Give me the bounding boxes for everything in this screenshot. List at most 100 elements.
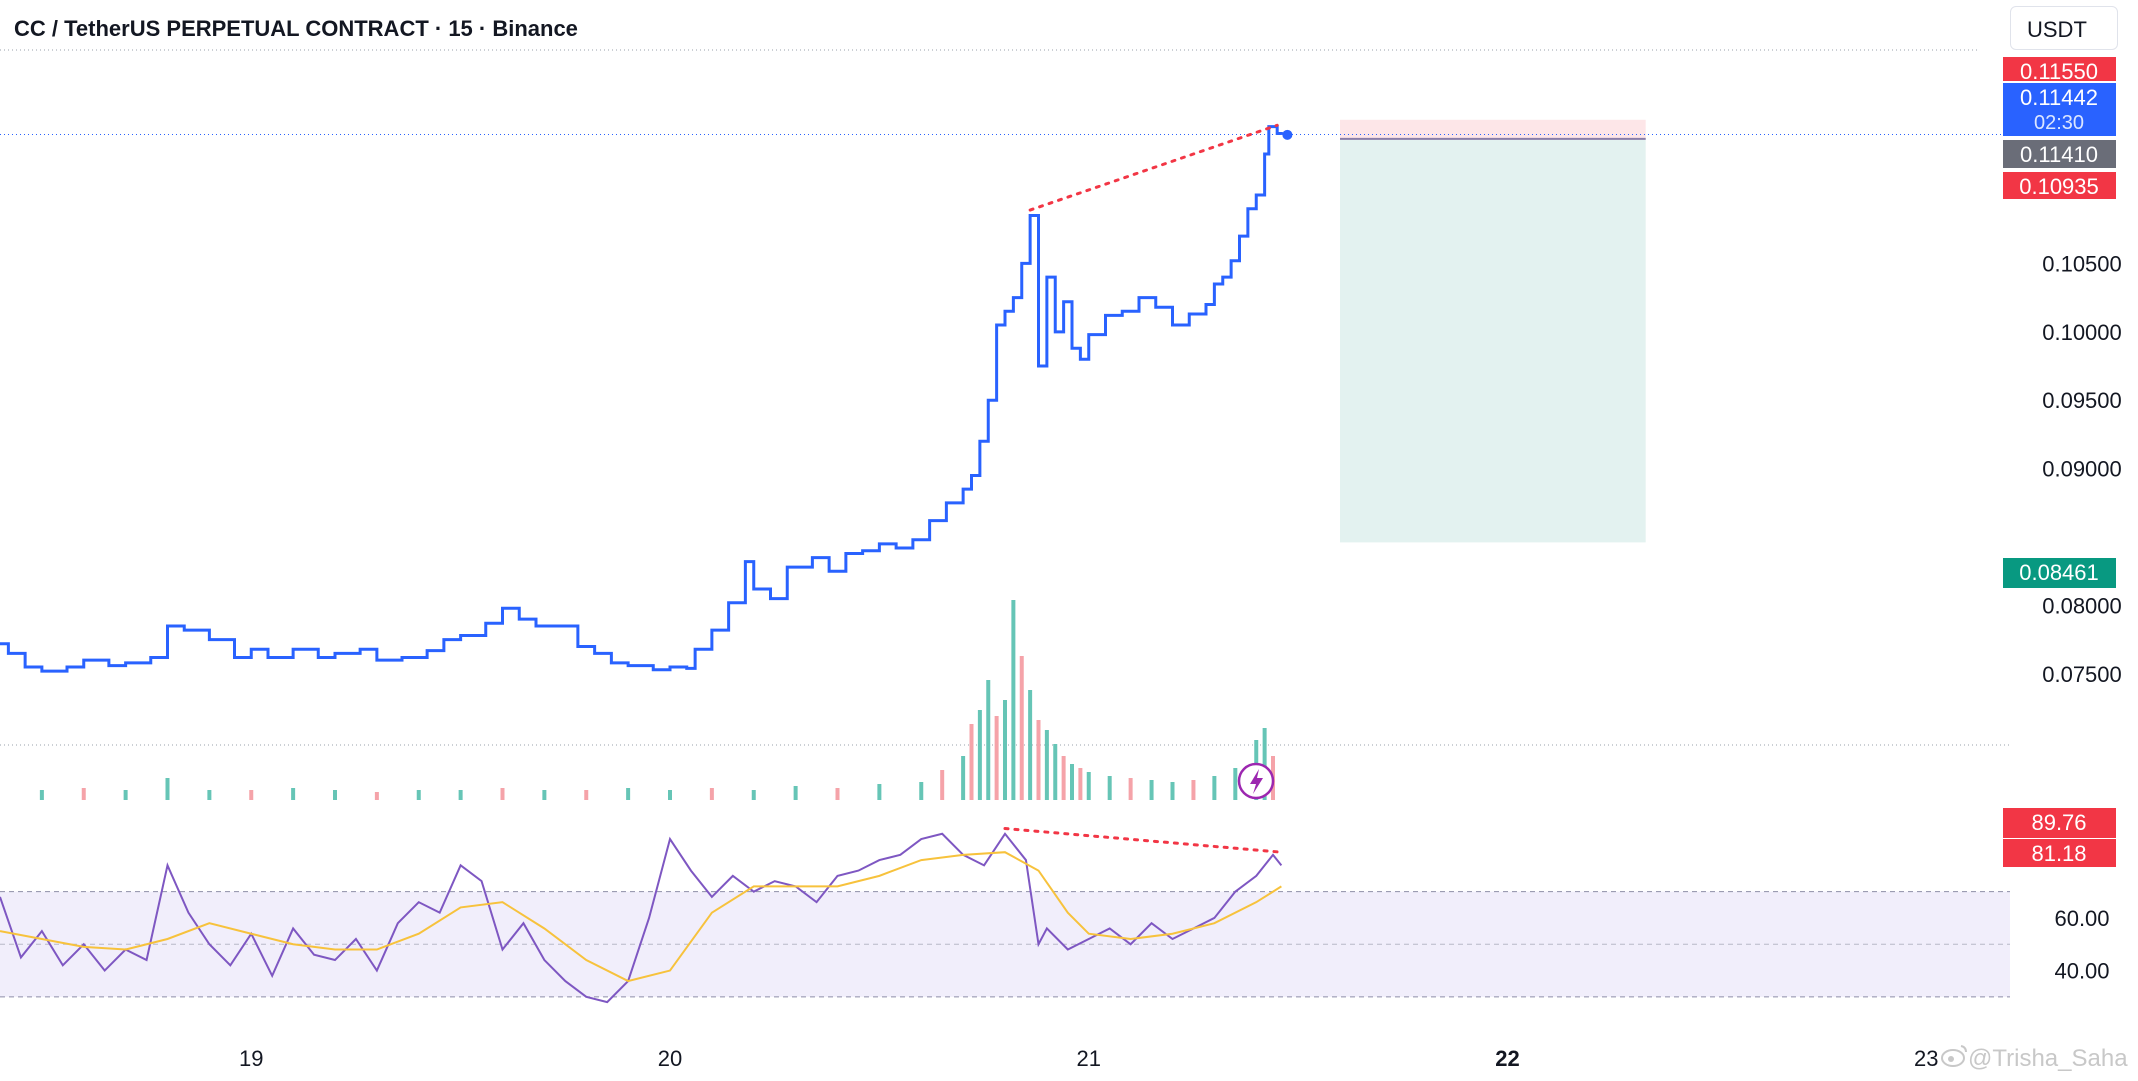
volume-bar: [793, 786, 798, 800]
volume-bar: [751, 790, 756, 800]
entry-tag-label: 0.11410: [2020, 142, 2098, 167]
stop-loss-tag-bg: [2003, 57, 2116, 81]
volume-bar: [969, 724, 974, 800]
previous-level-tag-label: 0.10935: [2019, 174, 2099, 199]
take-profit-zone: [1340, 138, 1646, 543]
volume-bar: [877, 784, 882, 800]
last-price-dot: [1282, 129, 1293, 140]
price-plot: [0, 123, 2010, 673]
volume-bar: [1061, 756, 1066, 800]
volume-bar: [994, 716, 999, 800]
rsi-divergence-line: [1003, 827, 1283, 854]
rsi-value-tag-label: 89.76: [2031, 810, 2086, 835]
volume-bar: [1053, 744, 1058, 800]
target-tag-label: 0.08461: [2019, 560, 2099, 585]
date-tick-label: 22: [1495, 1046, 1519, 1071]
volume-bar: [374, 792, 379, 800]
date-tick-label: 23: [1914, 1046, 1938, 1071]
position-tool[interactable]: [1340, 119, 1646, 543]
volume-bar: [123, 790, 128, 800]
last-price-tag-bg: [2003, 83, 2116, 136]
price-tick-label: 0.10000: [2042, 320, 2122, 345]
price-tick-label: 0.09000: [2042, 457, 2122, 482]
volume-bar: [1262, 728, 1267, 800]
volume-bar: [542, 790, 547, 800]
volume-bar: [1233, 768, 1238, 800]
volume-bar: [1028, 690, 1033, 800]
volume-bar: [1019, 656, 1024, 800]
volume-bar: [1078, 768, 1083, 800]
price-tick-label: 0.08000: [2042, 593, 2122, 618]
previous-level-tag: 0.10935: [2003, 172, 2116, 199]
volume-bar: [333, 790, 337, 800]
price-tick-label: 0.09500: [2042, 388, 2122, 413]
volume-bar: [165, 778, 170, 800]
last-price-tag-countdown: 02:30: [2034, 112, 2084, 134]
date-axis: 19 20 21 22 23: [239, 1046, 1938, 1071]
volume-bar: [961, 756, 966, 800]
date-tick-label: 19: [239, 1046, 263, 1071]
volume-bars: [39, 600, 1275, 800]
stop-loss-zone: [1340, 119, 1646, 139]
entry-tag-bg: [2003, 140, 2116, 168]
lightning-icon[interactable]: [1237, 762, 1275, 800]
volume-bar: [709, 788, 714, 800]
volume-bar: [81, 788, 86, 800]
volume-bar: [1036, 720, 1041, 800]
price-divergence-line: [1028, 123, 1279, 212]
volume-bar: [500, 788, 505, 800]
volume-bar: [668, 790, 672, 800]
price-tick-label: 0.07500: [2042, 662, 2122, 687]
rsi-tick-label: 40.00: [2054, 959, 2109, 984]
price-axis-ticks: 0.10500 0.10000 0.09500 0.09000 0.08000 0.075…: [2042, 251, 2122, 686]
date-tick-label: 21: [1077, 1046, 1101, 1071]
volume-bar: [1191, 780, 1196, 800]
volume-bar: [919, 782, 924, 800]
volume-bar: [940, 770, 945, 800]
volume-bar: [626, 788, 631, 800]
volume-bar: [1170, 782, 1175, 800]
rsi-value-tag: 89.76: [2003, 808, 2116, 838]
currency-button[interactable]: USDT: [2010, 6, 2118, 50]
stop-loss-tag: 0.11550: [2003, 57, 2116, 84]
rsi-ma-value-tag-bg: [2003, 839, 2116, 867]
entry-tag: 0.11410: [2003, 140, 2116, 168]
volume-bar: [835, 788, 840, 800]
watermark: @Trisha_Saha: [1941, 1045, 2128, 1072]
volume-bar: [1086, 772, 1091, 800]
last-price-tag-label: 0.11442: [2020, 85, 2098, 110]
price-tick-label: 0.10500: [2042, 251, 2122, 276]
rsi-pane: 60.00 40.00: [0, 827, 2110, 1004]
rsi-value-tag-bg: [2003, 808, 2116, 838]
rsi-ma-value-tag-label: 81.18: [2031, 841, 2086, 866]
volume-bar: [1212, 776, 1217, 800]
weibo-icon: [1941, 1045, 1967, 1067]
volume-bar: [1107, 776, 1112, 800]
volume-bar: [1044, 730, 1049, 800]
volume-bar: [1070, 764, 1074, 800]
volume-bar: [416, 790, 421, 800]
volume-bar: [207, 790, 212, 800]
volume-bar: [1011, 600, 1016, 800]
volume-bar: [249, 790, 254, 800]
rsi-tick-label: 60.00: [2054, 906, 2109, 931]
rsi-ma-value-tag: 81.18: [2003, 839, 2116, 867]
rsi-ma-line: [0, 851, 1282, 983]
previous-level-tag-bg: [2003, 172, 2116, 199]
volume-bar: [1149, 780, 1154, 800]
volume-bar: [584, 790, 589, 800]
volume-bar: [1128, 778, 1133, 800]
volume-bar: [986, 680, 991, 800]
price-series-line: [0, 125, 1283, 673]
target-tag-bg: [2003, 558, 2116, 588]
watermark-text: @Trisha_Saha: [1968, 1045, 2128, 1072]
date-tick-label: 20: [658, 1046, 682, 1071]
volume-bar: [39, 790, 44, 800]
volume-bar: [458, 790, 463, 800]
volume-bar: [977, 710, 982, 800]
stop-loss-tag-label: 0.11550: [2020, 59, 2098, 84]
target-tag: 0.08461: [2003, 558, 2116, 588]
